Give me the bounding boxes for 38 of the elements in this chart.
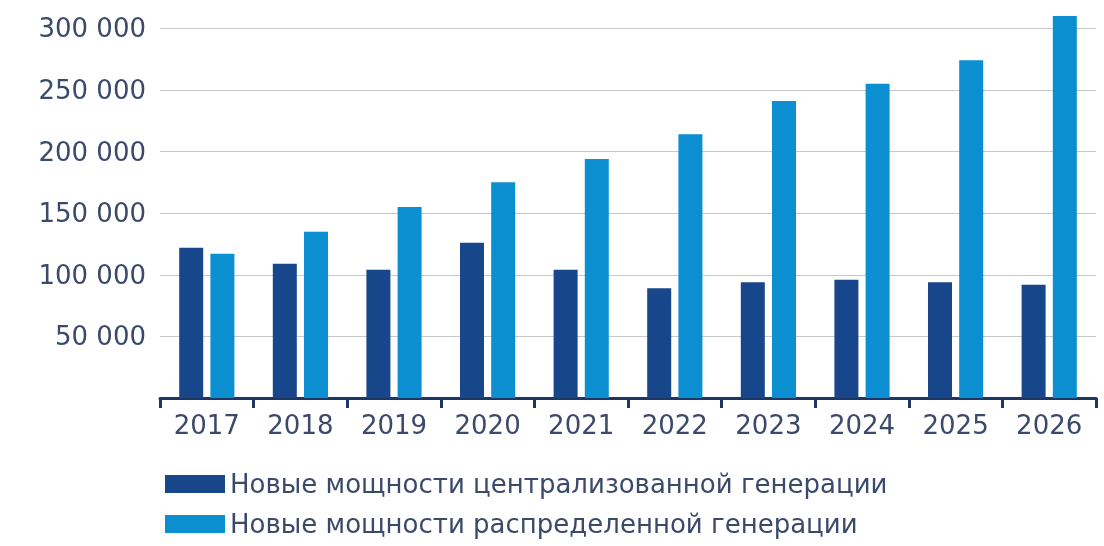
y-tick-label: 100 000 — [38, 259, 146, 290]
bar — [834, 279, 859, 398]
bar — [491, 182, 516, 398]
bar — [304, 231, 328, 398]
x-tick-label: 2024 — [828, 410, 896, 440]
y-tick-label: 150 000 — [38, 198, 146, 229]
legend-label: Новые мощности распределенной генерации — [230, 509, 858, 539]
bar — [179, 247, 204, 398]
x-tick-label: 2020 — [454, 410, 521, 440]
bar — [678, 134, 703, 398]
x-tick-label: 2017 — [173, 410, 240, 440]
x-tick-label: 2021 — [548, 410, 615, 440]
y-tick-label: 250 000 — [38, 74, 146, 105]
bar — [865, 83, 890, 398]
bar — [1052, 16, 1077, 398]
bar — [647, 288, 672, 398]
y-tick-label: 300 000 — [38, 13, 146, 44]
bar — [210, 253, 235, 398]
bar — [772, 101, 796, 398]
x-tick-label: 2023 — [735, 410, 802, 440]
x-tick-label: 2019 — [360, 410, 428, 440]
y-tick-label: 50 000 — [55, 321, 146, 352]
bar — [1021, 284, 1046, 398]
bar — [740, 282, 765, 398]
x-tick-label: 2022 — [641, 410, 708, 440]
bar — [272, 263, 297, 398]
x-tick-label: 2026 — [1016, 410, 1083, 440]
x-tick-label: 2018 — [267, 410, 334, 440]
bar — [366, 269, 391, 398]
x-tick-label: 2025 — [922, 410, 989, 440]
y-tick-label: 200 000 — [38, 136, 146, 167]
bar — [460, 242, 484, 398]
bar — [553, 269, 578, 398]
legend-label: Новые мощности централизованной генерации — [230, 469, 888, 499]
bar — [959, 60, 984, 398]
bar — [584, 158, 609, 398]
bar — [928, 282, 952, 398]
bar — [397, 207, 422, 398]
